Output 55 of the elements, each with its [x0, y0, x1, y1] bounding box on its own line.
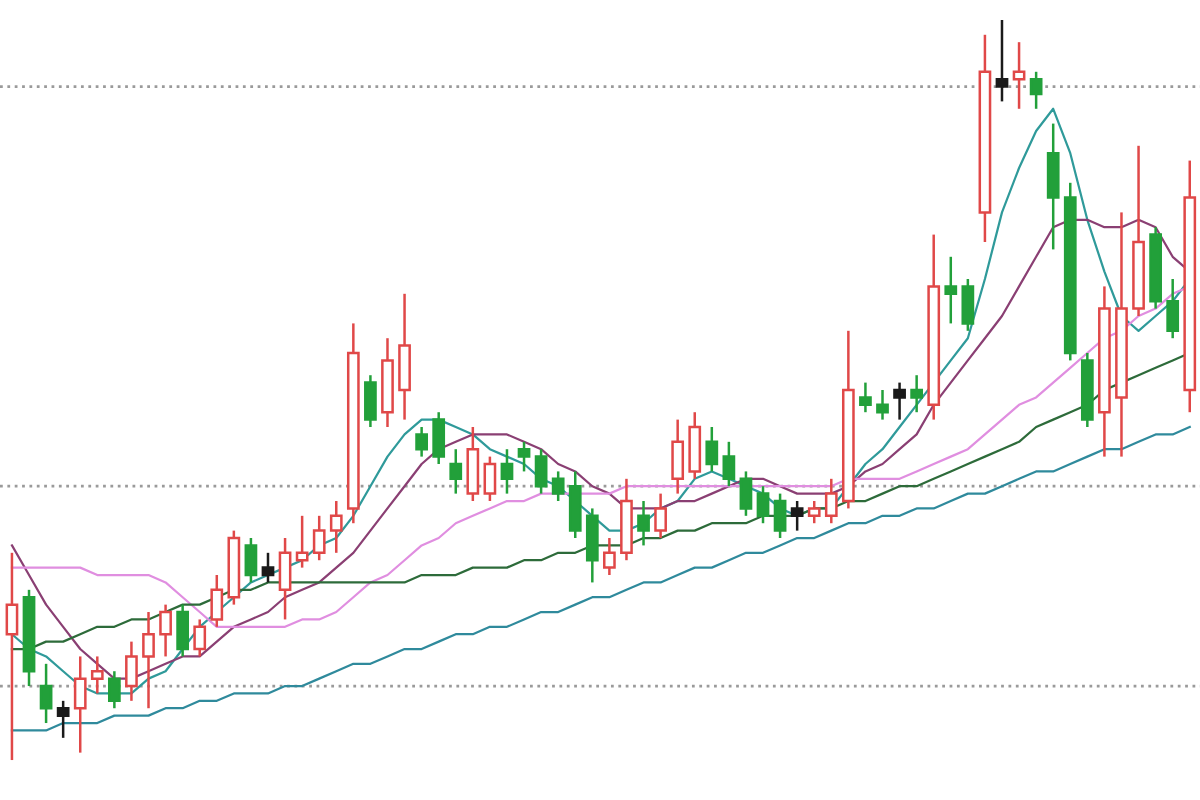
candlestick: [1012, 40, 1026, 111]
candlestick: [56, 699, 70, 740]
candlestick: [176, 603, 190, 658]
candlestick: [790, 499, 804, 532]
candlestick: [517, 440, 531, 473]
candlestick: [995, 18, 1009, 103]
candlestick: [1166, 277, 1180, 340]
candlestick: [944, 255, 958, 325]
candlestick: [824, 477, 838, 525]
candlestick: [261, 551, 275, 584]
candlestick: [159, 603, 172, 658]
candlestick: [90, 655, 104, 695]
candlestick: [1046, 122, 1060, 251]
candlestick: [654, 492, 667, 540]
candlestick: [210, 573, 224, 629]
candlestick: [722, 440, 736, 488]
candlestick: [39, 662, 53, 725]
candlestick: [705, 425, 719, 473]
candlestick: [1029, 70, 1043, 111]
candlestick: [603, 536, 616, 577]
candlestick: [500, 447, 514, 495]
candlestick: [551, 470, 565, 503]
candlestick: [312, 514, 326, 562]
candlestick: [193, 618, 207, 658]
candlestick: [876, 388, 889, 421]
candlestick: [859, 381, 872, 414]
candlestick: [773, 492, 787, 540]
candlestick: [756, 484, 770, 525]
candlestick: [329, 499, 343, 555]
candlestick: [637, 499, 650, 547]
candlestick: [568, 470, 582, 540]
candlestick: [910, 373, 924, 414]
candlestick: [398, 292, 411, 421]
candlestick: [466, 425, 480, 503]
candlestick: [278, 536, 292, 621]
candlestick: [739, 470, 753, 518]
candlestick: [142, 610, 155, 710]
candlestick: [807, 499, 821, 525]
candlestick: [73, 655, 87, 754]
candlestick: [432, 410, 446, 466]
candlestick: [5, 551, 19, 762]
candlestick: [415, 425, 428, 458]
candlestick: [125, 640, 138, 703]
candlestick: [893, 381, 906, 421]
candlestick: [585, 507, 599, 584]
candlestick: [364, 373, 377, 429]
candlestick: [449, 447, 463, 495]
candlestick: [671, 418, 685, 495]
candlestick: [961, 277, 975, 333]
candlestick: [534, 447, 548, 495]
candlestick: [295, 514, 309, 569]
candlestick: [688, 410, 702, 481]
candlestick: [108, 669, 121, 710]
candlestick: [244, 536, 258, 584]
candlestick: [483, 455, 497, 503]
